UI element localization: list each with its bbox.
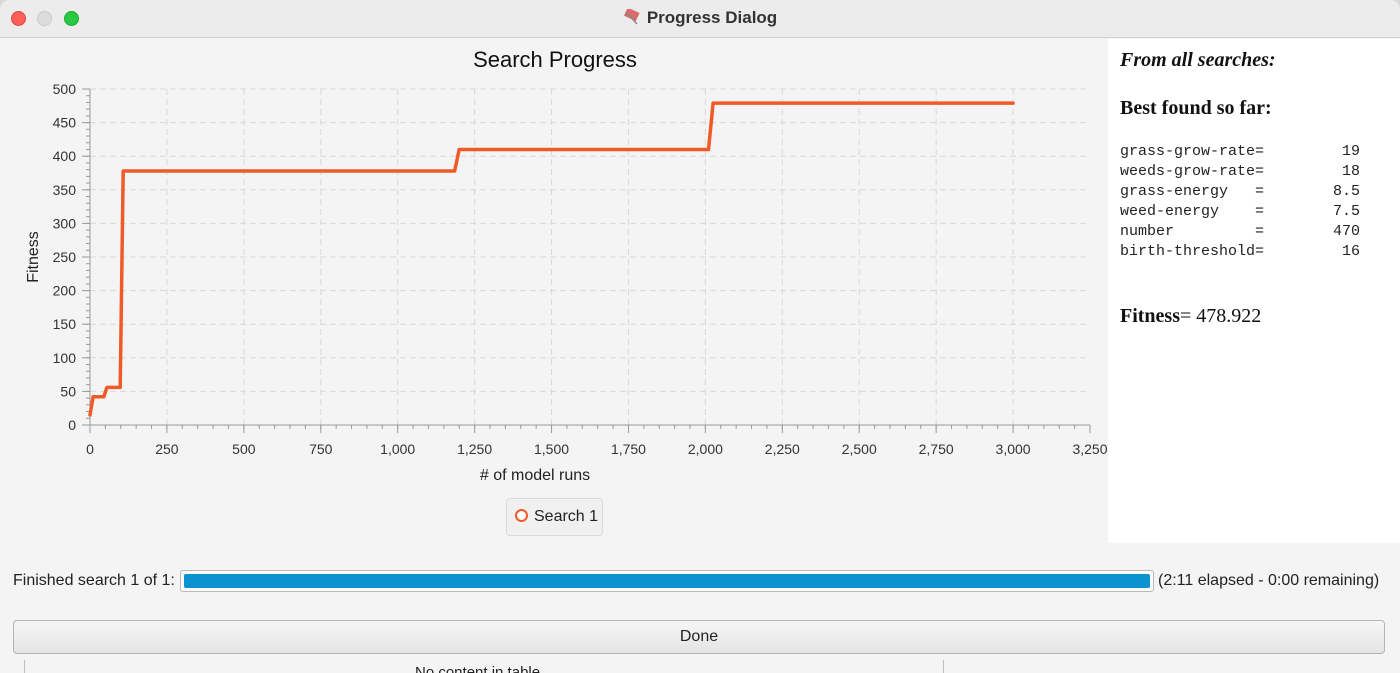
x-tick-label: 1,250: [457, 441, 492, 457]
done-button[interactable]: Done: [13, 620, 1385, 654]
parameter-list: grass-grow-rate= 19 weeds-grow-rate= 18 gr…: [1120, 143, 1360, 263]
x-tick-label: 3,000: [996, 441, 1031, 457]
y-tick-label: 400: [53, 148, 77, 164]
x-tick-label: 0: [86, 441, 94, 457]
y-tick-label: 450: [53, 115, 77, 131]
param-name: weed-energy =: [1120, 203, 1265, 220]
best-fitness: Fitness= 478.922: [1120, 305, 1261, 328]
search-progress-chart: Search Progress 0 250 500 750 1,000 1,250 1,500…: [0, 39, 1108, 544]
x-tick-label: 1,500: [534, 441, 569, 457]
y-tick-label: 100: [53, 350, 77, 366]
param-value: 7.5: [1332, 203, 1360, 220]
fitness-value: = 478.922: [1180, 305, 1262, 327]
progress-bar-fill: [184, 574, 1150, 588]
series-line: [88, 101, 1015, 417]
y-tick-label: 50: [60, 383, 76, 399]
legend-label: Search 1: [534, 508, 599, 525]
title-bar: Progress Dialog: [0, 0, 1400, 38]
param-row: birth-threshold= 16: [1120, 243, 1360, 263]
param-name: weeds-grow-rate=: [1120, 163, 1265, 180]
y-tick-label: 150: [53, 316, 77, 332]
progress-row: Finished search 1 of 1: (2:11 elapsed - …: [0, 566, 1400, 598]
results-heading: From all searches:: [1120, 49, 1276, 71]
y-tick-label: 200: [53, 283, 77, 299]
x-tick-label: 2,250: [765, 441, 800, 457]
x-tick-label: 2,750: [919, 441, 954, 457]
y-axis-label: Fitness: [25, 231, 42, 283]
x-tick-label: 250: [155, 441, 179, 457]
param-row: number = 470: [1120, 223, 1360, 243]
param-row: weed-energy = 7.5: [1120, 203, 1360, 223]
progress-status: (2:11 elapsed - 0:00 remaining): [1158, 572, 1380, 589]
param-name: grass-energy =: [1120, 183, 1265, 200]
table-placeholder: No content in table: [415, 664, 541, 673]
x-tick-label: 2,500: [842, 441, 877, 457]
x-tick-label: 1,000: [380, 441, 415, 457]
x-tick-label: 2,000: [688, 441, 723, 457]
window-title: Progress Dialog: [646, 8, 778, 27]
param-value: 18: [1341, 163, 1360, 180]
minimize-window-button[interactable]: [37, 11, 52, 26]
param-name: birth-threshold=: [1120, 243, 1265, 260]
param-name: grass-grow-rate=: [1120, 143, 1265, 160]
best-found-heading: Best found so far:: [1120, 97, 1272, 119]
param-row: grass-grow-rate= 19: [1120, 143, 1360, 163]
close-window-button[interactable]: [11, 11, 26, 26]
param-value: 19: [1341, 143, 1360, 160]
background-window-table: No content in table: [24, 660, 944, 673]
fitness-label: Fitness: [1120, 305, 1180, 327]
param-name: number =: [1120, 223, 1265, 240]
progress-bar: [180, 570, 1154, 592]
y-tick-label: 0: [68, 417, 76, 433]
param-value: 8.5: [1332, 183, 1360, 200]
y-tick-label: 300: [53, 215, 77, 231]
param-value: 470: [1332, 223, 1360, 240]
progress-label: Finished search 1 of 1:: [13, 572, 175, 589]
flag-icon: [623, 9, 640, 25]
x-axis-label: # of model runs: [480, 467, 590, 484]
x-tick-label: 750: [309, 441, 333, 457]
y-tick-label: 250: [53, 249, 77, 265]
chart-legend[interactable]: Search 1: [506, 498, 603, 536]
param-row: weeds-grow-rate= 18: [1120, 163, 1360, 183]
zoom-window-button[interactable]: [64, 11, 79, 26]
x-tick-label: 3,250: [1072, 441, 1107, 457]
legend-symbol-icon: [515, 509, 528, 522]
y-tick-label: 350: [53, 182, 77, 198]
results-panel: From all searches: Best found so far: gr…: [1108, 39, 1400, 543]
window-title-group: Progress Dialog: [0, 8, 1400, 28]
param-value: 16: [1341, 243, 1360, 260]
param-row: grass-energy = 8.5: [1120, 183, 1360, 203]
x-tick-label: 1,750: [611, 441, 646, 457]
y-tick-label: 500: [53, 81, 77, 97]
x-tick-label: 500: [232, 441, 256, 457]
chart-title: Search Progress: [473, 47, 637, 72]
